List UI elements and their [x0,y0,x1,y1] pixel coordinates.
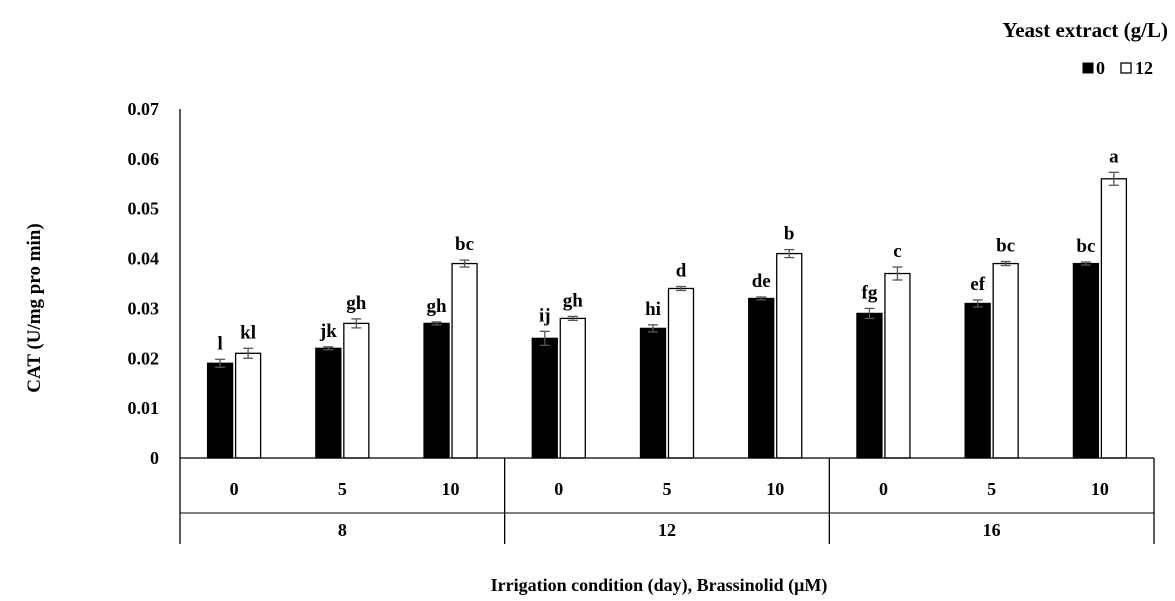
bar [992,262,1019,459]
significance-letter: jk [319,321,337,342]
bar [531,337,558,459]
y-tick-label: 0.04 [128,249,160,269]
significance-letter: bc [455,234,474,255]
bar [1100,178,1128,459]
x-tick-label: 10 [442,479,460,499]
bar [639,327,667,459]
y-tick-label: 0.02 [128,348,160,368]
significance-letter: a [1109,146,1119,167]
bar [315,347,342,459]
bar [884,272,911,459]
significance-letter: bc [1076,236,1095,257]
significance-letter: gh [346,293,367,314]
significance-letter: ij [539,305,551,326]
x-tick-label: 10 [766,479,784,499]
bar [451,262,478,459]
significance-letter: gh [427,296,448,317]
y-axis-ticks: 0 0.01 0.02 0.03 0.04 0.05 0.06 0.07 [128,99,160,468]
significance-letter: d [676,260,687,281]
group-label: 16 [983,520,1001,540]
significance-letter: hi [645,299,661,320]
x-tick-label: 10 [1091,479,1109,499]
legend-swatch-12 [1120,62,1132,74]
significance-letter: l [217,333,222,354]
significance-letter: ef [970,274,985,295]
y-tick-label: 0.06 [128,149,160,169]
x-tick-label: 5 [338,479,347,499]
y-tick-label: 0 [150,448,159,468]
x-tick-label: 0 [879,479,888,499]
group-label: 8 [338,520,347,540]
x-axis-label: Irrigation condition (day), Brassinolid … [491,575,828,596]
bar [964,302,991,459]
bar [748,297,775,459]
bar [423,322,450,459]
significance-letter: fg [862,282,878,303]
y-tick-label: 0.03 [128,298,160,318]
bar [856,312,883,459]
group-label: 12 [658,520,676,540]
x-axis: 0 5 10 0 5 10 0 5 10 8 12 16 [179,109,1155,544]
x-tick-label: 0 [554,479,563,499]
bar [234,352,262,459]
significance-letter: b [784,224,795,245]
legend-swatch-0 [1082,62,1094,74]
y-tick-label: 0.05 [128,199,160,219]
legend-label-0: 0 [1096,58,1105,78]
significance-letter: kl [240,322,256,343]
bar [559,317,586,459]
y-tick-label: 0.01 [128,398,160,418]
legend: 0 12 [1082,58,1153,78]
x-tick-label: 0 [230,479,239,499]
y-axis-label: CAT (U/mg pro min) [24,223,45,392]
bar [343,322,370,459]
significance-letter: bc [996,236,1015,257]
y-tick-label: 0.07 [128,99,160,119]
significance-letter: de [752,271,771,292]
significance-letter: gh [563,290,584,311]
legend-label-12: 12 [1135,58,1153,78]
x-tick-label: 5 [663,479,672,499]
bar [206,362,234,459]
bar [776,252,803,459]
x-tick-label: 5 [987,479,996,499]
significance-letter: c [893,241,901,262]
bar [667,287,695,459]
bar [1072,262,1100,459]
legend-title: Yeast extract (g/L) [1002,18,1168,42]
